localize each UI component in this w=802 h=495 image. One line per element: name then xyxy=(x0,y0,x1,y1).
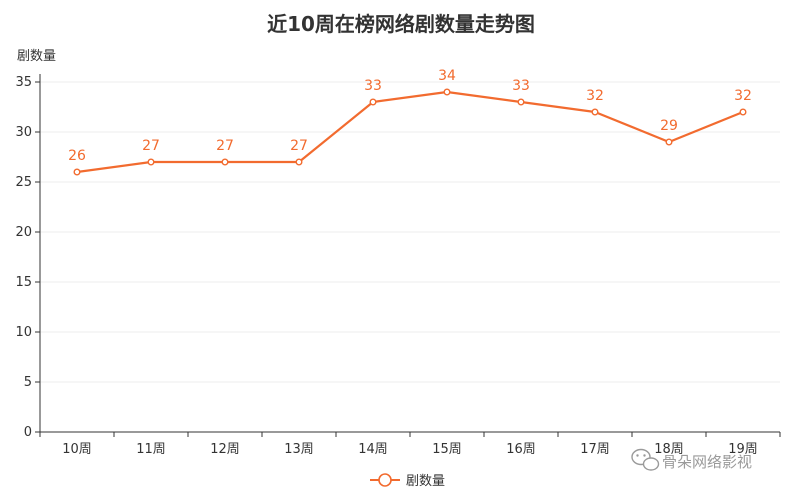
data-point xyxy=(591,108,599,116)
data-label: 29 xyxy=(660,118,678,134)
y-tick-label: 15 xyxy=(15,275,32,290)
x-tick-label: 14周 xyxy=(358,442,388,457)
data-label: 32 xyxy=(734,88,752,104)
data-label: 33 xyxy=(512,78,530,94)
x-tick-label: 17周 xyxy=(580,442,610,457)
data-label: 26 xyxy=(68,148,86,164)
y-tick-label: 30 xyxy=(15,125,32,140)
axes: 0 5 10 15 20 25 30 35 10周 11周 12周 13周 14周 15周 16周 17周 18… xyxy=(15,74,781,457)
x-tick-label: 11周 xyxy=(136,442,166,457)
grid-lines xyxy=(40,81,780,383)
x-tick-label: 12周 xyxy=(210,442,240,457)
data-point xyxy=(73,168,81,176)
wechat-icon xyxy=(631,448,660,471)
data-point xyxy=(739,108,747,116)
x-tick-label: 16周 xyxy=(506,442,536,457)
legend-marker-icon xyxy=(378,473,392,487)
data-point xyxy=(443,88,451,96)
watermark: 骨朵网络影视 xyxy=(631,448,752,471)
data-point xyxy=(221,158,229,166)
data-point xyxy=(147,158,155,166)
x-tick-label: 10周 xyxy=(62,442,92,457)
legend-label: 剧数量 xyxy=(406,474,445,489)
data-label: 27 xyxy=(290,138,308,154)
data-point xyxy=(517,98,525,106)
data-point xyxy=(665,138,673,146)
x-tick-label: 13周 xyxy=(284,442,314,457)
y-tick-label: 10 xyxy=(15,325,32,340)
data-label: 27 xyxy=(142,138,160,154)
series-line xyxy=(76,90,744,174)
legend[interactable]: 剧数量 xyxy=(370,473,445,489)
y-tick-label: 20 xyxy=(15,225,32,240)
series-layer: 26 27 27 27 33 34 33 32 29 32 xyxy=(68,68,752,176)
x-tick-label: 19周 xyxy=(728,442,758,457)
data-label: 27 xyxy=(216,138,234,154)
data-label: 34 xyxy=(438,68,456,84)
y-tick-label: 35 xyxy=(15,75,32,90)
data-point xyxy=(369,98,377,106)
data-label: 32 xyxy=(586,88,604,104)
y-tick-label: 25 xyxy=(15,175,32,190)
data-point xyxy=(295,158,303,166)
x-tick-label: 18周 xyxy=(654,442,684,457)
x-tick-label: 15周 xyxy=(432,442,462,457)
chart-title: 近10周在榜网络剧数量走势图 xyxy=(267,12,535,36)
y-axis-name: 剧数量 xyxy=(17,49,56,64)
y-tick-label: 0 xyxy=(24,425,32,440)
data-label: 33 xyxy=(364,78,382,94)
y-tick-label: 5 xyxy=(24,375,32,390)
watermark-text: 骨朵网络影视 xyxy=(662,453,752,471)
